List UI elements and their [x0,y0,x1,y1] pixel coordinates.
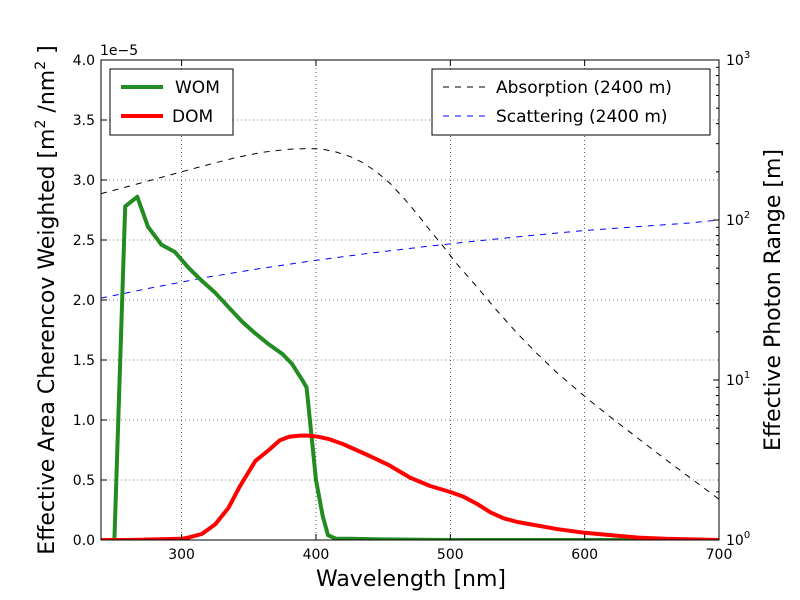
y-left-tick-label: 2.0 [73,293,95,309]
x-tick-label: 400 [303,547,330,563]
y-left-tick-label: 3.5 [73,113,95,129]
legend-wom-label: WOM [175,78,220,98]
y-left-title-part1: Effective Area Cherencov Weighted [m [35,129,60,555]
series-line-absorption-2400-m [101,148,719,500]
grid [101,60,719,540]
legend-absorption-label: Absorption (2400 m) [496,78,672,98]
legend-left-box [109,68,234,136]
x-tick-label: 300 [168,547,195,563]
y-left-tick-label: 4.0 [73,53,95,69]
y-left-title-part3: ] [35,45,60,61]
y-axis-right-title: Effective Photon Range [m] [761,149,786,451]
x-tick-label: 600 [571,547,598,563]
series-lines [101,148,719,540]
x-tick-label: 700 [706,547,733,563]
y-right-tick-label: 103 [726,50,750,69]
legend-dom-label: DOM [172,107,213,127]
series-line-scattering-2400-m [101,219,719,299]
y-left-title-sup1: 2 [33,120,49,129]
y-left-tick-label: 1.0 [73,413,95,429]
offset-text: 1e−5 [100,43,138,59]
x-axis-title: Wavelength [nm] [316,567,506,592]
legend-scattering-label: Scattering (2400 m) [496,107,668,127]
y-right-tick-label: 101 [726,370,750,389]
series-line-wom [101,194,719,540]
legend-right: Absorption (2400 m) Scattering (2400 m) [431,68,711,136]
legend-right-box [431,68,711,136]
y-left-title-sup2: 2 [33,61,49,70]
y-left-tick-label: 0.0 [73,533,95,549]
series-line-dom [101,433,719,540]
y-left-tick-label: 2.5 [73,233,95,249]
y-right-tick-label: 102 [726,210,750,229]
ticks: 300 400 500 600 700 0.0 0.5 1.0 1.5 2.0 2.5 3.0 3.5 4… [73,50,750,563]
y-left-tick-label: 0.5 [73,473,95,489]
y-left-tick-label: 1.5 [73,353,95,369]
y-left-tick-label: 3.0 [73,173,95,189]
legend-left: WOM DOM [109,68,234,136]
y-left-title-part2: /nm [35,70,60,120]
y-right-tick-label: 100 [726,530,750,549]
y-axis-left-title: Effective Area Cherencov Weighted [m2 /n… [33,45,60,554]
x-tick-label: 500 [437,547,464,563]
